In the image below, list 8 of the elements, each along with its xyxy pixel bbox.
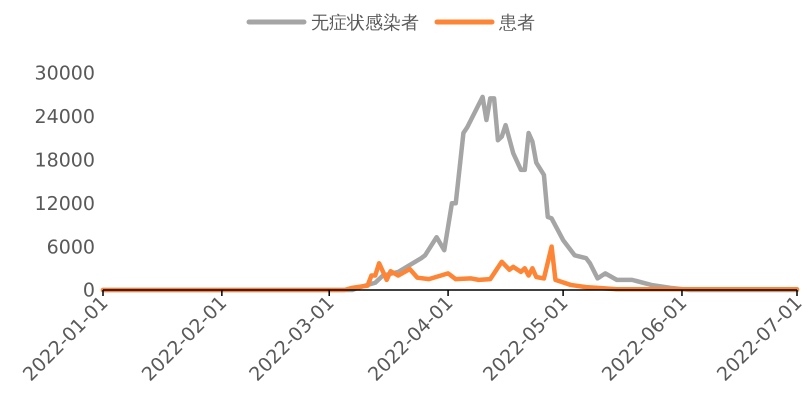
y-tick-label: 18000 [34,149,95,172]
y-tick-label: 30000 [34,62,95,85]
legend-label: 无症状感染者 [311,12,419,34]
line-series [100,244,800,292]
legend-label: 患者 [498,12,535,34]
y-tick-label: 24000 [34,106,95,128]
y-tick-label: 12000 [34,192,95,215]
y-tick-label: 6000 [46,236,95,258]
